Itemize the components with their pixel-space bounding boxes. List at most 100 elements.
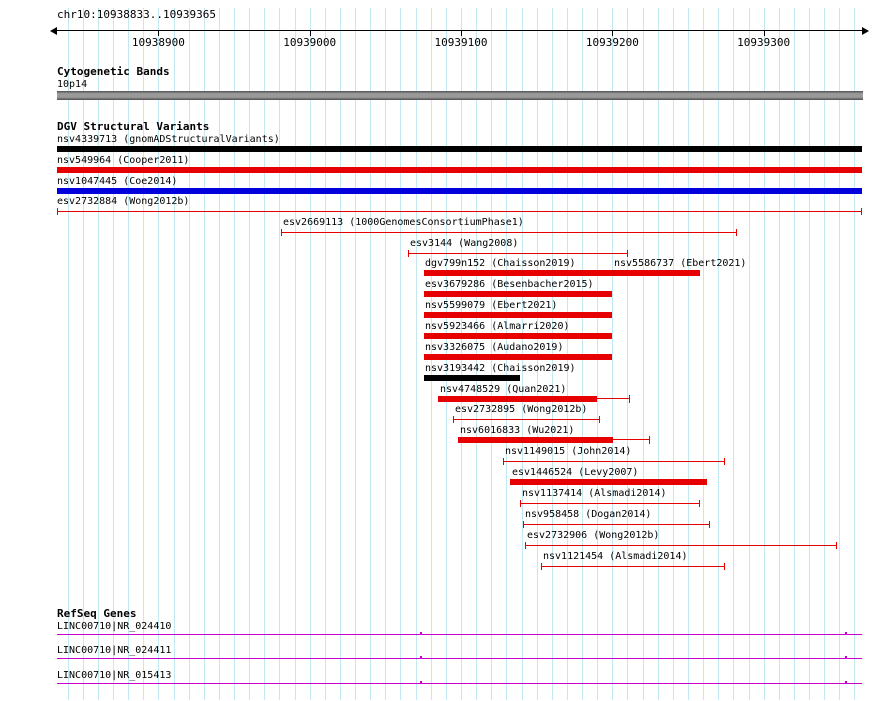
variant-label[interactable]: esv2732884 (Wong2012b) (57, 196, 190, 207)
variant-end-tick (629, 395, 630, 403)
variant-bar[interactable] (510, 479, 707, 485)
variant-label[interactable]: esv3679286 (Besenbacher2015) (425, 279, 594, 290)
grid-line (400, 8, 402, 700)
variant-end-tick (453, 416, 454, 423)
variant-span[interactable] (525, 545, 837, 546)
grid-line (839, 8, 841, 700)
variant-bar[interactable] (424, 333, 612, 339)
variant-end-tick (541, 563, 542, 570)
variant-bar[interactable] (424, 291, 612, 297)
variant-bar[interactable] (424, 354, 612, 360)
variant-span[interactable] (453, 419, 600, 420)
ruler-axis-line (57, 30, 862, 31)
grid-line (324, 8, 326, 700)
grid-line (718, 8, 720, 700)
gene-line[interactable] (57, 658, 862, 659)
variant-end-tick (724, 458, 725, 465)
grid-line (82, 8, 84, 700)
ruler-tick-label: 10939300 (737, 36, 791, 49)
variant-end-tick (861, 208, 862, 215)
variant-end-tick (724, 563, 725, 570)
ruler-right-arrow-icon (862, 27, 869, 35)
grid-line (642, 8, 644, 700)
variant-end-tick (709, 521, 710, 528)
variant-bar[interactable] (424, 270, 612, 276)
cytoband-bar[interactable] (57, 91, 863, 100)
variant-label[interactable]: esv3144 (Wang2008) (410, 238, 519, 249)
variant-span[interactable] (523, 524, 710, 525)
variant-end-tick (523, 521, 524, 528)
ruler-left-arrow-icon (50, 27, 57, 35)
variant-bar[interactable] (424, 375, 520, 381)
variant-label[interactable]: nsv3193442 (Chaisson2019) (425, 363, 576, 374)
grid-line (279, 8, 281, 700)
grid-line (657, 8, 659, 700)
variant-label[interactable]: nsv5923466 (Almarri2020) (425, 321, 570, 332)
variant-label[interactable]: nsv958458 (Dogan2014) (525, 509, 652, 520)
variant-bar[interactable] (57, 188, 862, 194)
variant-end-tick (627, 250, 628, 257)
grid-line (218, 8, 220, 700)
grid-line (809, 8, 811, 700)
variant-label[interactable]: nsv5599079 (Ebert2021) (425, 300, 558, 311)
section-title-dgv-structural-variants: DGV Structural Variants (57, 120, 210, 133)
variant-bar[interactable] (424, 312, 612, 318)
variant-label[interactable]: nsv4339713 (gnomADStructuralVariants) (57, 134, 280, 145)
variant-end-tick (281, 229, 282, 236)
gene-exon-tick (420, 656, 422, 659)
gene-label[interactable]: LINC00710|NR_024411 (57, 645, 172, 656)
grid-line (612, 8, 614, 700)
variant-label[interactable]: nsv1149015 (John2014) (505, 446, 632, 457)
variant-bar[interactable] (57, 146, 862, 152)
gene-label[interactable]: LINC00710|NR_015413 (57, 670, 172, 681)
variant-span[interactable] (541, 566, 725, 567)
gene-exon-tick (845, 656, 847, 659)
grid-line (309, 8, 311, 700)
variant-end-tick (836, 542, 837, 549)
grid-line (339, 8, 341, 700)
variant-label[interactable]: nsv5586737 (Ebert2021) (614, 258, 747, 269)
grid-line (112, 8, 114, 700)
variant-label[interactable]: esv2732895 (Wong2012b) (455, 404, 588, 415)
variant-span[interactable] (520, 503, 700, 504)
variant-end-tick (736, 229, 737, 236)
ruler-tick-label: 10939100 (434, 36, 488, 49)
variant-span[interactable] (57, 211, 862, 212)
variant-end-tick (599, 416, 600, 423)
variant-bar[interactable] (458, 437, 613, 443)
grid-line (763, 8, 765, 700)
grid-line (370, 8, 372, 700)
variant-label[interactable]: nsv6016833 (Wu2021) (460, 425, 575, 436)
gene-exon-tick (845, 681, 847, 684)
variant-label[interactable]: nsv3326075 (Audano2019) (425, 342, 564, 353)
variant-label[interactable]: esv1446524 (Levy2007) (512, 467, 639, 478)
grid-line (97, 8, 99, 700)
variant-span[interactable] (281, 232, 737, 233)
variant-label[interactable]: nsv549964 (Cooper2011) (57, 155, 190, 166)
variant-tail (597, 398, 630, 399)
ruler-tick (612, 31, 614, 36)
grid-line (748, 8, 750, 700)
variant-label[interactable]: esv2732906 (Wong2012b) (527, 530, 660, 541)
variant-label[interactable]: esv2669113 (1000GenomesConsortiumPhase1) (283, 217, 524, 228)
ruler-tick-label: 10939200 (585, 36, 639, 49)
variant-label[interactable]: dgv799n152 (Chaisson2019) (425, 258, 576, 269)
grid-line (687, 8, 689, 700)
gene-label[interactable]: LINC00710|NR_024410 (57, 621, 172, 632)
gene-line[interactable] (57, 683, 862, 684)
grid-line (854, 8, 856, 700)
variant-bar[interactable] (612, 270, 700, 276)
variant-span[interactable] (408, 253, 628, 254)
variant-label[interactable]: nsv1137414 (Alsmadi2014) (522, 488, 667, 499)
variant-bar[interactable] (57, 167, 862, 173)
grid-line (793, 8, 795, 700)
gene-line[interactable] (57, 634, 862, 635)
variant-bar[interactable] (438, 396, 597, 402)
variant-label[interactable]: nsv1047445 (Coe2014) (57, 176, 178, 187)
variant-label[interactable]: nsv4748529 (Quan2021) (440, 384, 567, 395)
variant-end-tick (699, 500, 700, 507)
variant-label[interactable]: nsv1121454 (Alsmadi2014) (543, 551, 688, 562)
variant-span[interactable] (503, 461, 725, 462)
variant-end-tick (649, 436, 650, 444)
grid-line (824, 8, 826, 700)
